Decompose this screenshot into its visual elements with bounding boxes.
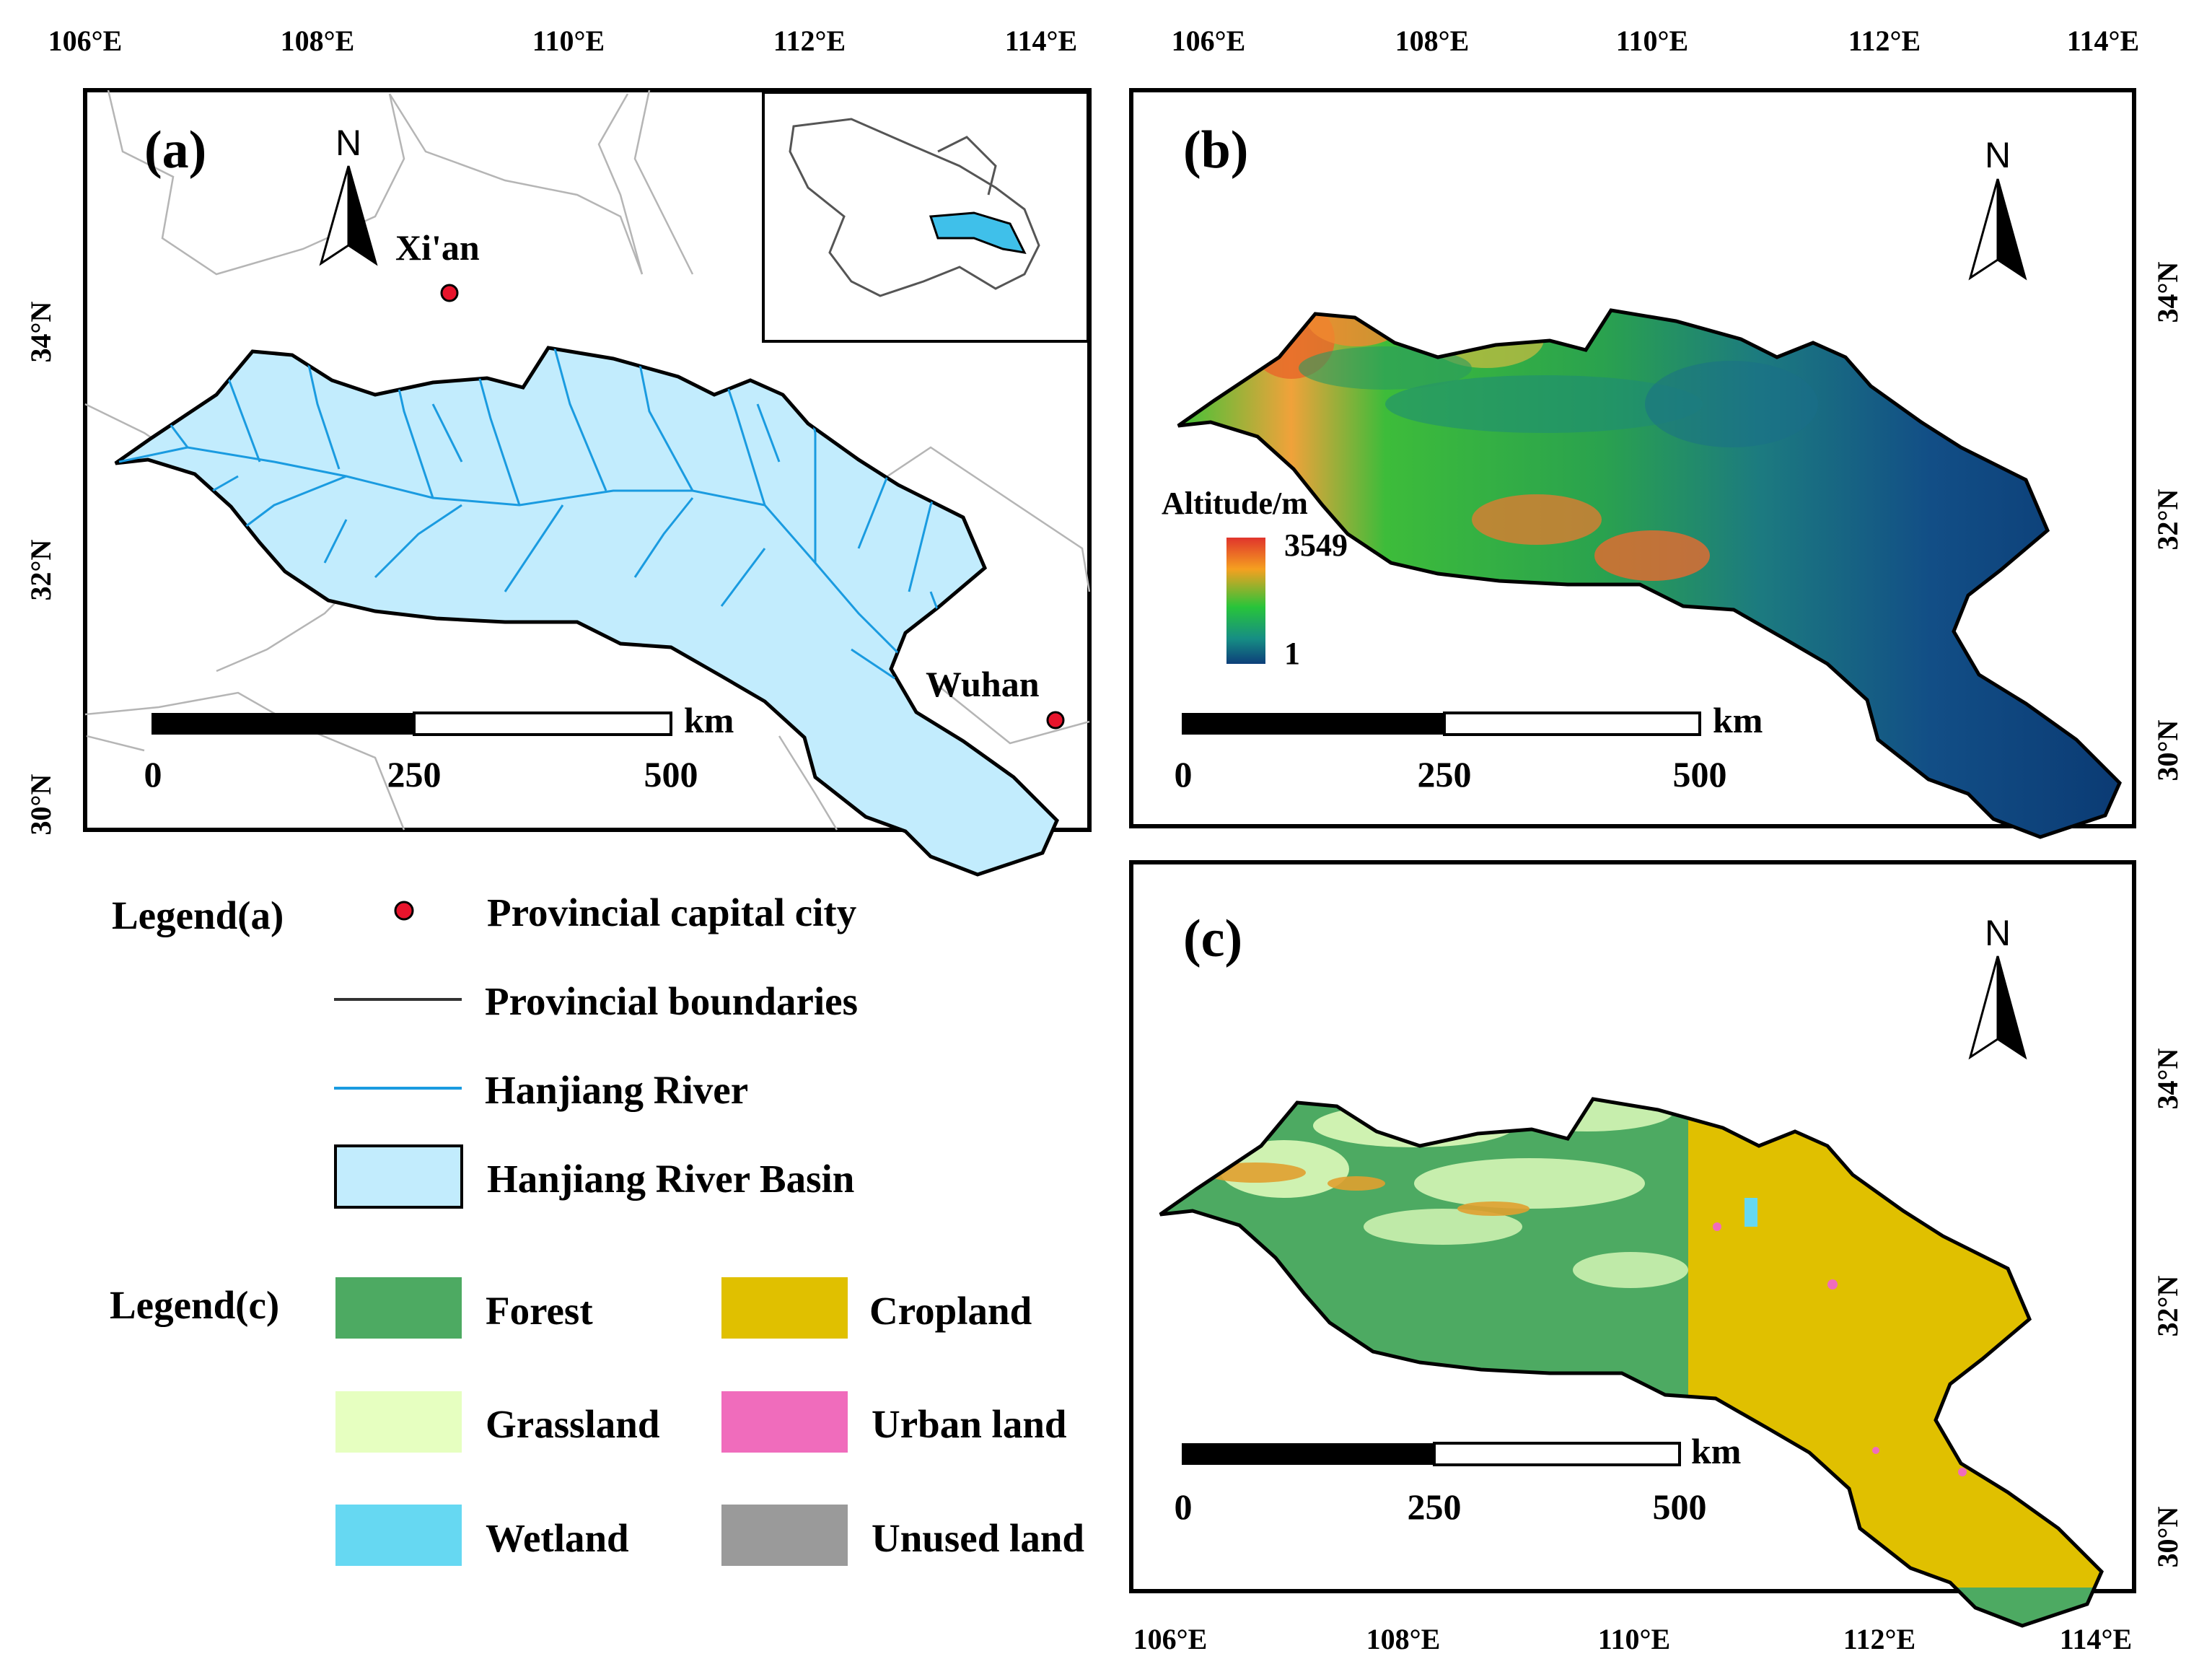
lat-tick-c-34: 34°N <box>2151 1048 2184 1109</box>
scale-tick-c-250: 250 <box>1408 1486 1462 1527</box>
scale-bar-b: km 0 250 500 <box>1175 700 1763 794</box>
legend-basin-icon <box>334 1144 463 1209</box>
lat-tick-a-32: 32°N <box>25 539 57 600</box>
legend-grassland-swatch <box>335 1391 462 1453</box>
lon-tick-a-1: 106°E <box>48 25 123 57</box>
lon-tick-b-2: 108°E <box>1395 25 1470 57</box>
scale-tick-c-500: 500 <box>1653 1486 1707 1527</box>
legend-a-item-3: Hanjiang River <box>485 1068 748 1112</box>
lon-tick-c-5: 114°E <box>2060 1623 2132 1655</box>
scale-tick-b-0: 0 <box>1175 754 1193 794</box>
scale-tick-a-500: 500 <box>644 754 698 794</box>
legend-c-item-cropland: Cropland <box>869 1289 1032 1333</box>
scale-tick-a-250: 250 <box>387 754 442 794</box>
north-arrow-a: N <box>319 123 378 266</box>
panel-b-lon-axis: 106°E 108°E 110°E 112°E 114°E <box>1172 25 2140 57</box>
inset-basin <box>929 211 1027 254</box>
north-arrow-c: N <box>1968 913 2027 1060</box>
legend-a: Legend(a) Provincial capital city Provin… <box>112 890 858 1209</box>
legend-c-item-grassland: Grassland <box>486 1402 659 1446</box>
legend-c-item-unused: Unused land <box>872 1516 1084 1560</box>
panel-c-lon-axis: 106°E 108°E 110°E 112°E 114°E <box>1133 1623 2133 1655</box>
altitude-colorbar <box>1226 538 1265 664</box>
scale-tick-c-0: 0 <box>1175 1486 1193 1527</box>
legend-urban-swatch <box>721 1391 848 1453</box>
lon-tick-b-5: 114°E <box>2067 25 2139 57</box>
panel-b-label: (b) <box>1183 121 1248 180</box>
legend-forest-swatch <box>335 1277 462 1339</box>
legend-c-title: Legend(c) <box>110 1283 279 1327</box>
lat-tick-a-30: 30°N <box>25 774 57 835</box>
scale-tick-b-500: 500 <box>1673 754 1727 794</box>
inset-map <box>789 118 1040 297</box>
lat-tick-a-34: 34°N <box>25 301 57 362</box>
legend-c-item-urban: Urban land <box>872 1402 1067 1446</box>
wuhan-city-dot <box>1046 711 1065 730</box>
north-label-c: N <box>1985 913 2011 953</box>
lon-tick-a-5: 114°E <box>1005 25 1077 57</box>
lon-tick-a-2: 108°E <box>281 25 355 57</box>
legend-cropland-swatch <box>721 1277 848 1339</box>
north-label-b: N <box>1985 135 2011 175</box>
lon-tick-c-3: 110°E <box>1598 1623 1670 1655</box>
lat-tick-b-34: 34°N <box>2151 261 2184 323</box>
wetland-patch <box>1744 1198 1757 1227</box>
provincial-boundaries <box>84 89 1091 831</box>
panel-c: (c) N km 0 250 500 34°N 32°N 30°N <box>1129 860 2184 1626</box>
lon-tick-b-4: 112°E <box>1848 25 1921 57</box>
panel-a: N (a) Xi'an Wuhan km 0 250 500 34°N 32°N… <box>25 88 1092 875</box>
lat-tick-c-32: 32°N <box>2151 1275 2184 1336</box>
panel-c-label: (c) <box>1183 909 1242 968</box>
legend-c-item-forest: Forest <box>486 1289 593 1333</box>
xian-label: Xi'an <box>395 227 480 268</box>
xian-city-dot <box>440 284 459 302</box>
altitude-min: 1 <box>1284 636 1300 671</box>
legend-unused-swatch <box>721 1505 848 1566</box>
scale-tick-b-250: 250 <box>1418 754 1472 794</box>
wuhan-label: Wuhan <box>926 664 1040 704</box>
north-label-a: N <box>335 123 361 163</box>
legend-a-item-1: Provincial capital city <box>487 890 856 934</box>
panel-a-label: (a) <box>144 121 206 180</box>
legend-a-item-4: Hanjiang River Basin <box>487 1157 854 1201</box>
lat-tick-b-30: 30°N <box>2151 719 2184 781</box>
scale-unit-b: km <box>1713 700 1763 740</box>
legend-wetland-swatch <box>335 1505 462 1566</box>
lon-tick-c-2: 108°E <box>1366 1623 1441 1655</box>
altitude-legend: Altitude/m 3549 1 <box>1162 486 1348 671</box>
lon-tick-a-3: 110°E <box>532 25 605 57</box>
panel-b: (b) N Altitude/m 3549 1 km 0 250 500 34°… <box>1129 88 2184 837</box>
scale-bar-a: km 0 250 500 <box>144 700 734 794</box>
altitude-max: 3549 <box>1284 527 1348 563</box>
lon-tick-a-4: 112°E <box>773 25 846 57</box>
lat-tick-b-32: 32°N <box>2151 489 2184 550</box>
scale-tick-a-0: 0 <box>144 754 162 794</box>
lat-tick-c-30: 30°N <box>2151 1506 2184 1567</box>
legend-a-title: Legend(a) <box>112 893 284 937</box>
legend-a-item-2: Provincial boundaries <box>485 979 858 1023</box>
scale-unit-a: km <box>684 700 734 740</box>
lon-tick-c-1: 106°E <box>1133 1623 1208 1655</box>
panel-a-lon-axis: 106°E 108°E 110°E 112°E 114°E <box>48 25 1078 57</box>
legend-c-item-wetland: Wetland <box>486 1516 629 1560</box>
lon-tick-b-3: 110°E <box>1616 25 1688 57</box>
scale-unit-c: km <box>1691 1431 1741 1471</box>
lon-tick-c-4: 112°E <box>1843 1623 1915 1655</box>
legend-c: Legend(c) Forest Cropland Grassland Urba… <box>110 1277 1084 1566</box>
altitude-title: Altitude/m <box>1162 486 1308 521</box>
north-arrow-b: N <box>1968 135 2027 281</box>
legend-city-icon <box>394 901 414 921</box>
scale-bar-c: km 0 250 500 <box>1175 1431 1742 1527</box>
lon-tick-b-1: 106°E <box>1172 25 1246 57</box>
